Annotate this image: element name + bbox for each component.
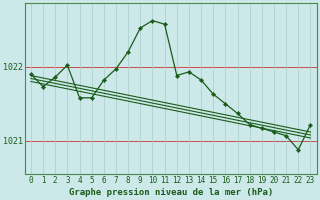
X-axis label: Graphe pression niveau de la mer (hPa): Graphe pression niveau de la mer (hPa) [68, 188, 273, 197]
